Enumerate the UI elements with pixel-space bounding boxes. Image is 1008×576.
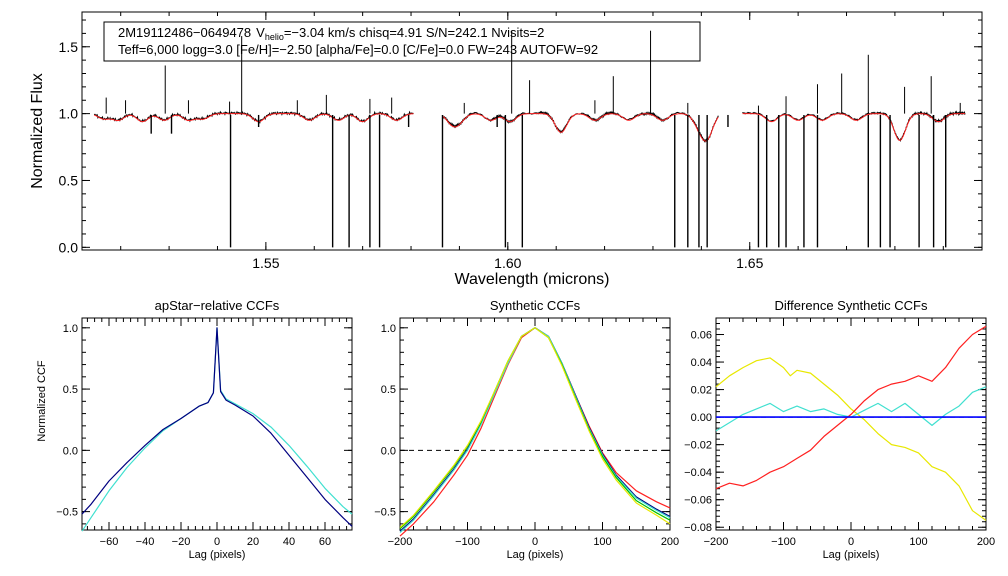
apstar-series-visit-2 [81, 327, 353, 527]
synth-xtick-label: 200 [661, 536, 679, 548]
apstar-frame [81, 317, 353, 531]
spectrum-ylabel: Normalized Flux [29, 73, 46, 189]
diff-xtick-label: −100 [771, 536, 796, 548]
header-frame [103, 21, 701, 62]
synth-xtick-label: 100 [593, 536, 611, 548]
apstar-ccf-panel: −60 −40 −20 0 20 40 60 −0.5 0.0 0.5 1.0 Lag (pixels… [36, 298, 353, 561]
apstar-xtick-label: 20 [247, 536, 259, 548]
apstar-ylabel: Normalized CCF [36, 360, 48, 442]
synth-xtick-label: −100 [455, 536, 480, 548]
spectrum-ytick-label: 0.0 [59, 239, 79, 255]
synth-ytick-label: 1.0 [381, 323, 396, 335]
spectrum-model-chip-2 [442, 113, 719, 142]
spectrum-ytick-label: 0.5 [59, 173, 79, 189]
spectrum-xtick-label: 1.55 [252, 255, 279, 271]
apstar-title: apStar−relative CCFs [155, 298, 280, 313]
synth-series-model-5 [399, 327, 671, 528]
diff-xlabel: Lag (pixels) [823, 549, 880, 561]
diff-ytick-label: −0.08 [684, 522, 712, 534]
spectrum-ytick-label: 1.0 [59, 106, 79, 122]
synth-ytick-label: 0.0 [381, 445, 396, 457]
spectrum-frame [81, 11, 983, 251]
diff-ytick-label: 0.06 [691, 329, 712, 341]
diff-title: Difference Synthetic CCFs [775, 298, 928, 313]
apstar-xtick-label: −60 [100, 536, 119, 548]
diff-ytick-label: 0.00 [691, 412, 712, 424]
diff-frame [715, 317, 987, 531]
apstar-xlabel: Lag (pixels) [189, 549, 246, 561]
spectrum-observed-chip-3 [742, 110, 966, 143]
synth-title: Synthetic CCFs [490, 298, 581, 313]
spectrum-model-chip-3 [742, 113, 966, 141]
spectrum-xtick-label: 1.60 [494, 255, 521, 271]
diff-ytick-label: −0.04 [684, 467, 712, 479]
synth-ytick-label: −0.5 [374, 507, 396, 519]
synth-series-model-3 [399, 327, 671, 533]
header-box: 2M19112486−0649478 Vhelio=−3.04 km/s chis… [103, 21, 701, 62]
synth-frame [399, 317, 671, 531]
apstar-ytick-label: 0.0 [63, 445, 78, 457]
synth-series-model-1 [399, 327, 671, 537]
diff-xtick-label: −200 [704, 536, 729, 548]
apstar-ytick-label: 0.5 [63, 384, 78, 396]
diff-ytick-label: 0.04 [691, 357, 712, 369]
synth-series-model-4 [399, 327, 671, 530]
apstar-ytick-label: −0.5 [56, 507, 78, 519]
spectrum-ytick-label: 1.5 [59, 39, 79, 55]
diff-ytick-label: −0.06 [684, 495, 712, 507]
diff-xtick-label: 200 [977, 536, 995, 548]
synth-xtick-label: −200 [388, 536, 413, 548]
synth-xtick-label: 0 [532, 536, 538, 548]
diff-series-red [715, 325, 987, 490]
diff-ytick-label: −0.02 [684, 440, 712, 452]
diff-xtick-label: 0 [848, 536, 854, 548]
apstar-xtick-label: 0 [214, 536, 220, 548]
apstar-series-visit-1 [81, 327, 353, 532]
header-stats: =−3.04 km/s chisq=4.91 S/N=242.1 Nvisits… [284, 25, 545, 40]
apstar-xtick-label: 60 [319, 536, 331, 548]
difference-ccf-panel: −200 −100 0 100 200 −0.08 −0.06 −0.04 −0.02 0.00 0… [684, 298, 995, 561]
header-star-id: 2M19112486−0649478 [118, 25, 251, 40]
header-v-label: V [256, 25, 265, 40]
diff-ytick-label: 0.02 [691, 385, 712, 397]
spectrum-panel: 1.55 1.60 1.65 0.0 0.5 1.0 1.5 Wavelength (micr… [29, 11, 983, 288]
apstar-xtick-label: 40 [283, 536, 295, 548]
synth-ytick-label: 0.5 [381, 384, 396, 396]
header-line2: Teff=6,000 logg=3.0 [Fe/H]=−2.50 [alpha/… [118, 42, 598, 57]
apstar-xtick-label: −40 [136, 536, 155, 548]
diff-series-yellow [715, 357, 987, 521]
synthetic-ccf-panel: −200 −100 0 100 200 −0.5 0.0 0.5 1.0 Lag (pixels)… [374, 298, 679, 561]
diff-xtick-label: 100 [909, 536, 927, 548]
spectrum-xlabel: Wavelength (microns) [454, 271, 609, 288]
synth-xlabel: Lag (pixels) [507, 549, 564, 561]
synth-series-model-2 [399, 327, 671, 532]
header-v-subscript: helio [265, 32, 284, 42]
spectrum-xtick-label: 1.65 [736, 255, 763, 271]
apstar-xtick-label: −20 [172, 536, 191, 548]
spectrum-model-chip-1 [93, 113, 414, 123]
header-line1: 2M19112486−0649478 Vhelio=−3.04 km/s chis… [118, 25, 544, 42]
apstar-ytick-label: 1.0 [63, 323, 78, 335]
